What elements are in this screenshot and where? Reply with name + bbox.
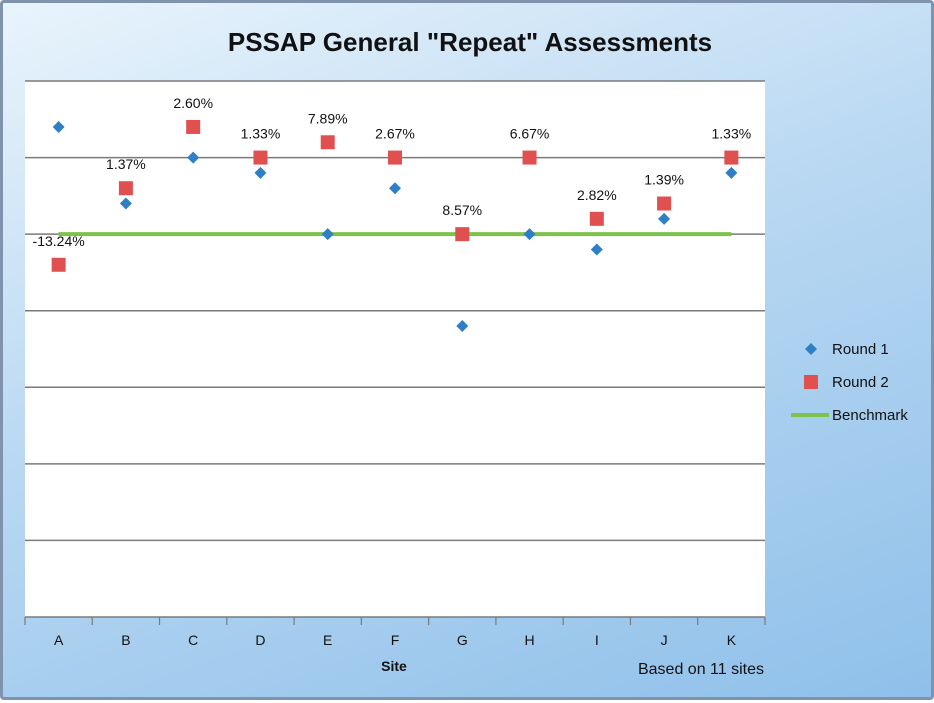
round1-marker xyxy=(321,228,334,241)
round2-marker xyxy=(51,257,66,272)
round1-marker xyxy=(725,166,738,179)
round2-marker xyxy=(320,135,335,150)
x-tick-label: D xyxy=(255,632,265,648)
round2-data-label: 7.89% xyxy=(308,110,348,126)
round2-data-label: -13.24% xyxy=(33,233,85,249)
round2-data-label: 1.39% xyxy=(644,172,684,188)
round2-marker xyxy=(724,150,739,165)
plot-area xyxy=(25,81,765,617)
x-tick-label: J xyxy=(661,632,668,648)
round2-data-label: 2.67% xyxy=(375,126,415,142)
legend-label: Benchmark xyxy=(832,407,908,424)
x-tick-label: B xyxy=(121,632,130,648)
round2-data-label: 1.33% xyxy=(241,126,281,142)
round1-marker xyxy=(254,166,267,179)
round2-marker xyxy=(118,181,133,196)
legend-round2-marker xyxy=(804,375,818,389)
x-tick-label: F xyxy=(391,632,400,648)
legend-round1-marker xyxy=(805,343,817,355)
x-tick-label: I xyxy=(595,632,599,648)
round2-data-label: 6.67% xyxy=(510,126,550,142)
round1-marker xyxy=(119,197,132,210)
x-tick-label: K xyxy=(727,632,737,648)
round2-marker xyxy=(388,150,402,165)
x-tick-label: G xyxy=(457,632,468,648)
series-layer xyxy=(51,119,739,333)
round2-marker xyxy=(522,150,537,165)
round1-marker xyxy=(389,182,401,195)
round2-marker xyxy=(253,150,268,165)
x-axis-title: Site xyxy=(381,658,407,674)
round1-marker xyxy=(456,320,469,333)
round2-data-label: 2.60% xyxy=(173,95,213,111)
round2-data-label: 2.82% xyxy=(577,187,617,203)
legend-label: Round 1 xyxy=(832,341,889,358)
data-labels: -13.24% 1.37% 2.60% 1.33% 7.89% 2.67% 8.57% 6.6… xyxy=(33,95,752,249)
round2-data-label: 8.57% xyxy=(442,202,482,218)
round1-marker xyxy=(523,228,536,241)
x-tick-label: E xyxy=(323,632,332,648)
chart-title: PSSAP General "Repeat" Assessments xyxy=(228,27,712,57)
round1-marker xyxy=(590,243,603,256)
x-tick-label: A xyxy=(54,632,64,648)
round1-marker xyxy=(187,151,200,164)
x-tick-label: H xyxy=(524,632,534,648)
round2-marker xyxy=(589,211,604,226)
x-axis: A B C D E F G H I J K xyxy=(24,616,766,648)
round2-marker xyxy=(657,196,672,211)
round2-data-label: 1.33% xyxy=(712,126,752,142)
round1-marker xyxy=(52,120,65,133)
chart-svg: PSSAP General "Repeat" Assessments A B C D E… xyxy=(24,27,908,678)
legend-label: Round 2 xyxy=(832,374,889,391)
legend: Round 1 Round 2 Benchmark xyxy=(791,341,908,424)
round2-data-label: 1.37% xyxy=(106,156,146,172)
round2-marker xyxy=(455,227,470,242)
x-tick-label: C xyxy=(188,632,198,648)
round1-marker xyxy=(658,212,671,225)
round2-marker xyxy=(186,119,201,134)
chart-note: Based on 11 sites xyxy=(638,661,764,678)
